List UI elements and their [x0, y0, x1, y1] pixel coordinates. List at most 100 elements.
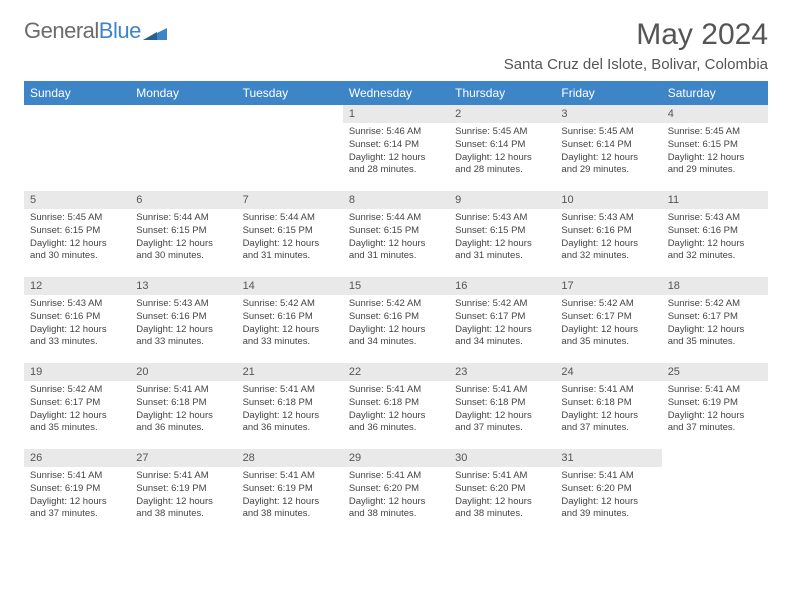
calendar-day-cell	[24, 105, 130, 191]
location: Santa Cruz del Islote, Bolivar, Colombia	[504, 56, 768, 73]
day-number: 10	[555, 191, 661, 209]
day-content: Sunrise: 5:43 AMSunset: 6:15 PMDaylight:…	[449, 209, 555, 267]
calendar-day-cell: 21Sunrise: 5:41 AMSunset: 6:18 PMDayligh…	[237, 363, 343, 449]
day-content: Sunrise: 5:41 AMSunset: 6:18 PMDaylight:…	[130, 381, 236, 439]
calendar-week-row: 1Sunrise: 5:46 AMSunset: 6:14 PMDaylight…	[24, 105, 768, 191]
calendar-day-cell: 31Sunrise: 5:41 AMSunset: 6:20 PMDayligh…	[555, 449, 661, 535]
calendar-day-cell: 3Sunrise: 5:45 AMSunset: 6:14 PMDaylight…	[555, 105, 661, 191]
calendar-day-cell: 26Sunrise: 5:41 AMSunset: 6:19 PMDayligh…	[24, 449, 130, 535]
calendar-day-cell: 25Sunrise: 5:41 AMSunset: 6:19 PMDayligh…	[662, 363, 768, 449]
day-number: 5	[24, 191, 130, 209]
day-content: Sunrise: 5:46 AMSunset: 6:14 PMDaylight:…	[343, 123, 449, 181]
logo-icon	[143, 22, 167, 40]
day-content: Sunrise: 5:42 AMSunset: 6:17 PMDaylight:…	[449, 295, 555, 353]
month-title: May 2024	[504, 18, 768, 52]
day-number: 14	[237, 277, 343, 295]
day-content: Sunrise: 5:42 AMSunset: 6:17 PMDaylight:…	[662, 295, 768, 353]
day-content: Sunrise: 5:42 AMSunset: 6:16 PMDaylight:…	[343, 295, 449, 353]
calendar-week-row: 12Sunrise: 5:43 AMSunset: 6:16 PMDayligh…	[24, 277, 768, 363]
logo-text-1: General	[24, 18, 99, 44]
day-content: Sunrise: 5:45 AMSunset: 6:15 PMDaylight:…	[24, 209, 130, 267]
day-header: Friday	[555, 81, 661, 105]
day-content: Sunrise: 5:41 AMSunset: 6:18 PMDaylight:…	[237, 381, 343, 439]
day-content: Sunrise: 5:43 AMSunset: 6:16 PMDaylight:…	[130, 295, 236, 353]
header: GeneralBlue May 2024 Santa Cruz del Islo…	[24, 18, 768, 73]
calendar-day-cell: 15Sunrise: 5:42 AMSunset: 6:16 PMDayligh…	[343, 277, 449, 363]
calendar-day-cell: 24Sunrise: 5:41 AMSunset: 6:18 PMDayligh…	[555, 363, 661, 449]
calendar-day-cell: 5Sunrise: 5:45 AMSunset: 6:15 PMDaylight…	[24, 191, 130, 277]
day-number: 15	[343, 277, 449, 295]
calendar-day-cell: 1Sunrise: 5:46 AMSunset: 6:14 PMDaylight…	[343, 105, 449, 191]
calendar-day-cell: 9Sunrise: 5:43 AMSunset: 6:15 PMDaylight…	[449, 191, 555, 277]
day-content: Sunrise: 5:42 AMSunset: 6:16 PMDaylight:…	[237, 295, 343, 353]
day-number: 13	[130, 277, 236, 295]
day-content: Sunrise: 5:42 AMSunset: 6:17 PMDaylight:…	[555, 295, 661, 353]
day-content: Sunrise: 5:43 AMSunset: 6:16 PMDaylight:…	[24, 295, 130, 353]
day-number: 26	[24, 449, 130, 467]
calendar-day-cell	[662, 449, 768, 535]
day-content: Sunrise: 5:45 AMSunset: 6:14 PMDaylight:…	[449, 123, 555, 181]
day-content: Sunrise: 5:41 AMSunset: 6:19 PMDaylight:…	[662, 381, 768, 439]
calendar-day-cell: 14Sunrise: 5:42 AMSunset: 6:16 PMDayligh…	[237, 277, 343, 363]
day-content: Sunrise: 5:41 AMSunset: 6:18 PMDaylight:…	[343, 381, 449, 439]
day-content: Sunrise: 5:42 AMSunset: 6:17 PMDaylight:…	[24, 381, 130, 439]
day-number: 7	[237, 191, 343, 209]
day-header-row: Sunday Monday Tuesday Wednesday Thursday…	[24, 81, 768, 105]
calendar-day-cell: 19Sunrise: 5:42 AMSunset: 6:17 PMDayligh…	[24, 363, 130, 449]
day-number: 21	[237, 363, 343, 381]
day-number: 25	[662, 363, 768, 381]
day-number: 22	[343, 363, 449, 381]
day-number: 6	[130, 191, 236, 209]
day-content: Sunrise: 5:41 AMSunset: 6:19 PMDaylight:…	[130, 467, 236, 525]
calendar-week-row: 26Sunrise: 5:41 AMSunset: 6:19 PMDayligh…	[24, 449, 768, 535]
calendar-day-cell: 18Sunrise: 5:42 AMSunset: 6:17 PMDayligh…	[662, 277, 768, 363]
calendar-table: Sunday Monday Tuesday Wednesday Thursday…	[24, 81, 768, 535]
calendar-day-cell: 22Sunrise: 5:41 AMSunset: 6:18 PMDayligh…	[343, 363, 449, 449]
day-content: Sunrise: 5:41 AMSunset: 6:18 PMDaylight:…	[449, 381, 555, 439]
calendar-day-cell: 29Sunrise: 5:41 AMSunset: 6:20 PMDayligh…	[343, 449, 449, 535]
calendar-day-cell: 28Sunrise: 5:41 AMSunset: 6:19 PMDayligh…	[237, 449, 343, 535]
day-number: 23	[449, 363, 555, 381]
day-number: 3	[555, 105, 661, 123]
day-header: Wednesday	[343, 81, 449, 105]
day-content: Sunrise: 5:45 AMSunset: 6:14 PMDaylight:…	[555, 123, 661, 181]
calendar-day-cell: 7Sunrise: 5:44 AMSunset: 6:15 PMDaylight…	[237, 191, 343, 277]
day-number: 8	[343, 191, 449, 209]
day-header: Sunday	[24, 81, 130, 105]
day-number: 1	[343, 105, 449, 123]
calendar-day-cell: 6Sunrise: 5:44 AMSunset: 6:15 PMDaylight…	[130, 191, 236, 277]
day-header: Saturday	[662, 81, 768, 105]
day-number: 19	[24, 363, 130, 381]
calendar-week-row: 19Sunrise: 5:42 AMSunset: 6:17 PMDayligh…	[24, 363, 768, 449]
calendar-day-cell	[237, 105, 343, 191]
calendar-page: GeneralBlue May 2024 Santa Cruz del Islo…	[0, 0, 792, 545]
day-content: Sunrise: 5:41 AMSunset: 6:19 PMDaylight:…	[237, 467, 343, 525]
calendar-day-cell: 27Sunrise: 5:41 AMSunset: 6:19 PMDayligh…	[130, 449, 236, 535]
day-header: Tuesday	[237, 81, 343, 105]
calendar-day-cell: 30Sunrise: 5:41 AMSunset: 6:20 PMDayligh…	[449, 449, 555, 535]
calendar-day-cell: 23Sunrise: 5:41 AMSunset: 6:18 PMDayligh…	[449, 363, 555, 449]
calendar-day-cell	[130, 105, 236, 191]
day-number: 27	[130, 449, 236, 467]
day-number: 18	[662, 277, 768, 295]
day-number: 31	[555, 449, 661, 467]
calendar-day-cell: 8Sunrise: 5:44 AMSunset: 6:15 PMDaylight…	[343, 191, 449, 277]
day-header: Monday	[130, 81, 236, 105]
day-number: 9	[449, 191, 555, 209]
calendar-day-cell: 12Sunrise: 5:43 AMSunset: 6:16 PMDayligh…	[24, 277, 130, 363]
calendar-day-cell: 17Sunrise: 5:42 AMSunset: 6:17 PMDayligh…	[555, 277, 661, 363]
calendar-day-cell: 2Sunrise: 5:45 AMSunset: 6:14 PMDaylight…	[449, 105, 555, 191]
logo: GeneralBlue	[24, 18, 167, 44]
day-number: 28	[237, 449, 343, 467]
day-number: 2	[449, 105, 555, 123]
day-content: Sunrise: 5:41 AMSunset: 6:20 PMDaylight:…	[343, 467, 449, 525]
day-content: Sunrise: 5:44 AMSunset: 6:15 PMDaylight:…	[343, 209, 449, 267]
calendar-day-cell: 16Sunrise: 5:42 AMSunset: 6:17 PMDayligh…	[449, 277, 555, 363]
day-number: 24	[555, 363, 661, 381]
day-content: Sunrise: 5:43 AMSunset: 6:16 PMDaylight:…	[662, 209, 768, 267]
day-number: 29	[343, 449, 449, 467]
calendar-day-cell: 20Sunrise: 5:41 AMSunset: 6:18 PMDayligh…	[130, 363, 236, 449]
day-number: 20	[130, 363, 236, 381]
day-content: Sunrise: 5:41 AMSunset: 6:19 PMDaylight:…	[24, 467, 130, 525]
calendar-day-cell: 11Sunrise: 5:43 AMSunset: 6:16 PMDayligh…	[662, 191, 768, 277]
